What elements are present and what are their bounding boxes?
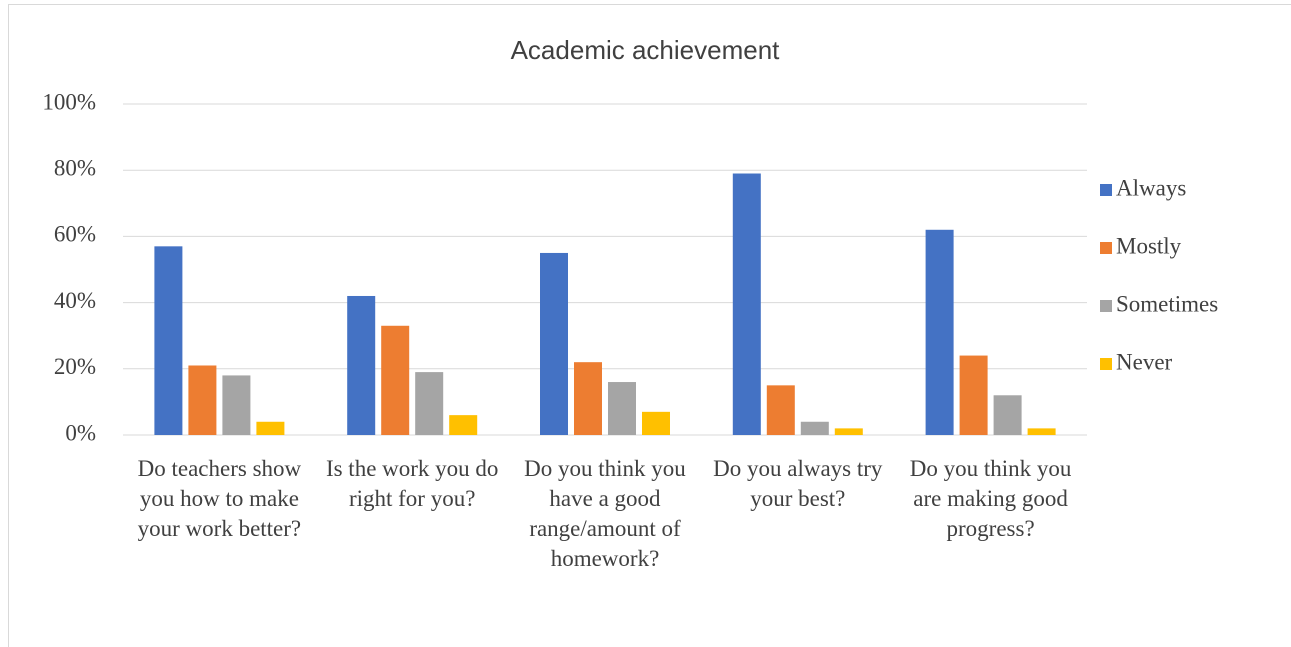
bar (608, 382, 636, 435)
bar (347, 295, 376, 435)
x-tick-label: Do you think you have a good range/amoun… (524, 456, 686, 571)
bar (642, 411, 670, 435)
x-tick-label: Do teachers show you how to make your wo… (137, 456, 302, 541)
bar (993, 395, 1022, 435)
bar (834, 428, 863, 435)
legend-swatch (1100, 242, 1112, 254)
x-tick-label: Do you think you are making good progres… (909, 456, 1072, 541)
chart-border (8, 4, 1291, 647)
bar (188, 365, 217, 435)
y-tick-label: 40% (54, 288, 96, 313)
bar (732, 173, 761, 435)
y-tick-label: 20% (54, 354, 96, 379)
bar (959, 355, 988, 435)
bar (256, 421, 285, 435)
bar (800, 421, 829, 435)
bar (415, 372, 444, 435)
legend-swatch (1100, 300, 1112, 312)
legend-label: Always (1116, 175, 1186, 200)
bar (1027, 428, 1056, 435)
legend-label: Mostly (1116, 233, 1182, 258)
bar (154, 246, 183, 435)
bar (381, 325, 410, 435)
legend-swatch (1100, 184, 1112, 196)
legend-label: Never (1116, 349, 1173, 374)
bar (574, 362, 602, 435)
legend-label: Sometimes (1116, 291, 1218, 316)
x-tick-label: Is the work you do right for you? (325, 456, 499, 511)
y-tick-label: 60% (54, 222, 96, 247)
y-tick-label: 80% (54, 155, 96, 180)
chart-title: Academic achievement (511, 35, 781, 65)
x-tick-label: Do you always try your best? (713, 456, 883, 511)
bar (222, 375, 251, 435)
bar (449, 415, 478, 435)
y-tick-label: 0% (65, 420, 96, 445)
legend-swatch (1100, 358, 1112, 370)
bar (925, 229, 954, 435)
y-tick-label: 100% (42, 89, 96, 114)
bar (540, 252, 568, 435)
bar (766, 385, 795, 435)
